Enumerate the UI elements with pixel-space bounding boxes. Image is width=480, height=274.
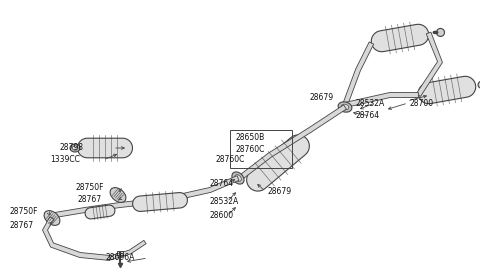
Polygon shape <box>416 32 443 96</box>
Ellipse shape <box>72 146 78 150</box>
Text: 28600: 28600 <box>210 212 234 221</box>
Text: 28679: 28679 <box>310 93 334 102</box>
Ellipse shape <box>232 172 244 184</box>
Polygon shape <box>77 138 132 158</box>
Polygon shape <box>109 240 146 260</box>
Text: 28798: 28798 <box>60 144 84 153</box>
Text: 28532A: 28532A <box>355 98 384 107</box>
Ellipse shape <box>70 144 80 152</box>
Text: 28750F: 28750F <box>75 184 104 193</box>
Ellipse shape <box>338 102 352 112</box>
Ellipse shape <box>110 188 126 202</box>
Text: 28679: 28679 <box>268 187 292 196</box>
Polygon shape <box>247 135 309 191</box>
Ellipse shape <box>235 175 241 181</box>
Text: 28760C: 28760C <box>235 144 264 153</box>
Text: 28764: 28764 <box>356 112 380 121</box>
Polygon shape <box>55 176 239 218</box>
Polygon shape <box>372 24 429 52</box>
Ellipse shape <box>44 211 60 226</box>
Text: 28767: 28767 <box>10 221 34 230</box>
Text: 28764: 28764 <box>210 178 234 187</box>
Text: 28750F: 28750F <box>10 207 38 216</box>
FancyBboxPatch shape <box>117 251 123 255</box>
Polygon shape <box>343 42 373 106</box>
Ellipse shape <box>341 104 349 110</box>
Ellipse shape <box>478 81 480 88</box>
Text: 28650B: 28650B <box>235 133 264 142</box>
Text: 1339CC: 1339CC <box>50 156 80 164</box>
Text: 28700: 28700 <box>410 98 434 107</box>
Text: 28696A: 28696A <box>105 253 134 262</box>
Polygon shape <box>418 76 476 104</box>
Text: 28532A: 28532A <box>210 198 239 207</box>
Polygon shape <box>85 205 115 219</box>
Text: 28767: 28767 <box>78 195 102 204</box>
Polygon shape <box>345 93 419 107</box>
Polygon shape <box>239 105 347 180</box>
Ellipse shape <box>436 28 444 36</box>
Polygon shape <box>43 217 110 261</box>
Text: 28760C: 28760C <box>216 155 245 164</box>
Polygon shape <box>132 193 187 212</box>
